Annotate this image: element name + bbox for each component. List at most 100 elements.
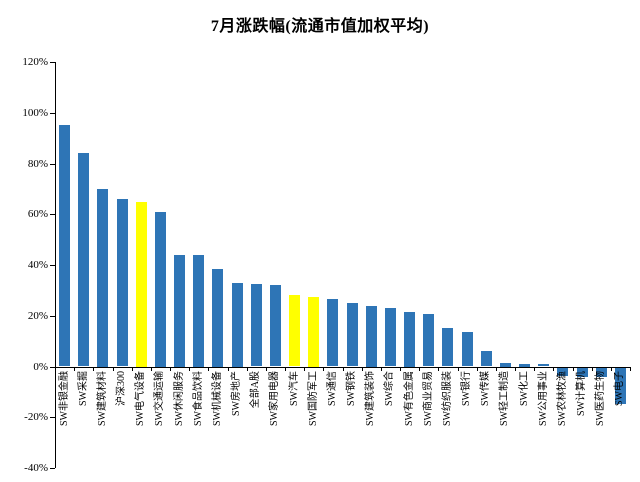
y-axis-tick <box>50 62 55 63</box>
x-tick-label: SW国防军工 <box>308 371 319 426</box>
x-axis-tick <box>630 367 631 371</box>
x-tick-label: SW农林牧渔 <box>557 371 568 426</box>
x-axis-tick <box>496 367 497 371</box>
x-axis-tick <box>285 367 286 371</box>
x-tick-label: SW化工 <box>519 371 530 406</box>
bar <box>347 303 358 366</box>
x-axis-tick <box>247 367 248 371</box>
x-axis-tick <box>400 367 401 371</box>
x-axis-tick <box>93 367 94 371</box>
x-axis-tick <box>592 367 593 371</box>
x-tick-label: SW计算机 <box>576 371 587 416</box>
x-tick-label: SW综合 <box>384 371 395 406</box>
y-tick-label: 40% <box>27 259 48 271</box>
x-axis-tick <box>228 367 229 371</box>
y-tick-label: 100% <box>22 107 48 119</box>
y-tick-label: 20% <box>27 310 48 322</box>
x-axis-line <box>55 367 630 368</box>
x-tick-label: SW纺织服装 <box>442 371 453 426</box>
bar <box>251 284 262 366</box>
x-axis-tick <box>419 367 420 371</box>
bar <box>615 368 626 404</box>
x-axis-tick <box>304 367 305 371</box>
bar <box>557 368 568 376</box>
bar <box>462 332 473 366</box>
x-tick-label: SW传媒 <box>480 371 491 406</box>
bar <box>538 364 549 366</box>
x-tick-label: SW商业贸易 <box>423 371 434 426</box>
y-axis-tick <box>50 113 55 114</box>
bar <box>136 202 147 367</box>
bar <box>308 297 319 367</box>
x-tick-label: SW建筑装饰 <box>365 371 376 426</box>
x-axis-tick <box>208 367 209 371</box>
x-tick-label: SW电子 <box>614 371 625 406</box>
x-tick-label: SW银行 <box>461 371 472 406</box>
bar <box>404 312 415 367</box>
bar <box>289 295 300 366</box>
bar <box>117 199 128 366</box>
bar <box>155 212 166 367</box>
x-axis-tick <box>438 367 439 371</box>
x-axis-tick <box>573 367 574 371</box>
y-axis-tick <box>50 417 55 418</box>
x-tick-label: SW通信 <box>327 371 338 406</box>
x-tick-label: SW医药生物 <box>595 371 606 426</box>
x-axis-tick <box>553 367 554 371</box>
x-tick-label: SW房地产 <box>231 371 242 416</box>
bar <box>385 308 396 366</box>
x-axis-tick <box>458 367 459 371</box>
x-tick-label: SW汽车 <box>289 371 300 406</box>
x-axis-tick <box>266 367 267 371</box>
x-tick-label: SW休闲服务 <box>174 371 185 426</box>
x-tick-label: SW建筑材料 <box>97 371 108 426</box>
y-tick-label: 120% <box>22 56 48 68</box>
x-axis-tick <box>323 367 324 371</box>
y-axis-line <box>55 62 56 468</box>
bar <box>596 368 607 377</box>
x-tick-label: SW食品饮料 <box>193 371 204 426</box>
x-tick-label: SW机械设备 <box>212 371 223 426</box>
x-axis-tick <box>55 367 56 371</box>
x-axis-tick <box>113 367 114 371</box>
y-axis-tick <box>50 468 55 469</box>
y-axis-tick <box>50 367 55 368</box>
bar <box>519 364 530 367</box>
bar <box>232 283 243 367</box>
chart-title: 7月涨跌幅(流通市值加权平均) <box>210 18 430 35</box>
bar <box>59 125 70 366</box>
x-tick-label: 全部A股 <box>250 371 261 409</box>
bar <box>212 269 223 367</box>
x-tick-label: SW公用事业 <box>538 371 549 426</box>
bar <box>481 351 492 366</box>
y-axis-tick <box>50 265 55 266</box>
x-axis-tick <box>74 367 75 371</box>
x-tick-label: SW有色金属 <box>404 371 415 426</box>
x-axis-tick <box>381 367 382 371</box>
y-axis-tick <box>50 214 55 215</box>
x-axis-tick <box>611 367 612 371</box>
bar <box>174 255 185 367</box>
x-axis-tick <box>534 367 535 371</box>
bar <box>193 255 204 367</box>
bar <box>500 363 511 367</box>
x-axis-tick <box>343 367 344 371</box>
y-axis-tick <box>50 316 55 317</box>
bar <box>97 189 108 367</box>
bar <box>78 153 89 366</box>
x-axis-tick <box>189 367 190 371</box>
bar <box>577 368 588 377</box>
bar <box>270 285 281 366</box>
x-axis-tick <box>477 367 478 371</box>
x-tick-label: SW交通运输 <box>154 371 165 426</box>
x-tick-label: SW轻工制造 <box>499 371 510 426</box>
x-axis-tick <box>132 367 133 371</box>
x-axis-tick <box>170 367 171 371</box>
x-axis-tick <box>151 367 152 371</box>
x-axis-tick <box>362 367 363 371</box>
x-tick-label: SW采掘 <box>78 371 89 406</box>
x-axis-tick <box>515 367 516 371</box>
x-tick-label: SW钢铁 <box>346 371 357 406</box>
y-tick-label: -20% <box>24 411 48 423</box>
